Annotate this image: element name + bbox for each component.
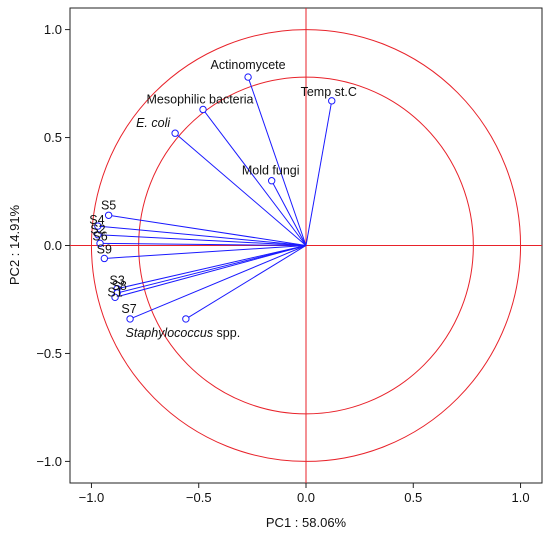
vector-line-temp-st-c: [305, 100, 333, 246]
vector-label-actinomycete: Actinomycete: [211, 58, 286, 72]
y-tick-label: 0.0: [44, 238, 62, 253]
vector-point-s6: [96, 239, 104, 248]
vector-label-s9: S9: [97, 242, 112, 256]
vector-point-actinomycete: [244, 73, 252, 81]
vector-label-s1: S1: [107, 285, 122, 299]
x-tick-label: 1.0: [512, 490, 530, 505]
y-tick-label: 0.5: [44, 130, 62, 145]
y-axis-title: PC2 : 14.91%: [7, 204, 22, 285]
vector-point-s2: [94, 231, 102, 239]
vector-line-mesophilic-bacteria: [202, 109, 307, 246]
vector-line-s3: [117, 245, 307, 290]
unit-circle: [90, 29, 522, 462]
inner-circle: [138, 76, 474, 415]
vector-label-mesophilic-bacteria: Mesophilic bacteria: [147, 92, 254, 106]
vector-line-actinomycete: [247, 76, 307, 246]
y-tick-label: −0.5: [36, 346, 62, 361]
vector-label-mold-fungi: Mold fungi: [242, 164, 300, 178]
vector-line-s2: [97, 234, 307, 246]
vector-point-s7: [126, 315, 134, 323]
vector-point-s1: [111, 293, 119, 302]
plot-layer: Actinomycete Temp st.C Mesophilic bacteria…: [70, 8, 542, 483]
vector-label-s3: S3: [110, 274, 125, 288]
y-tick-label: −1.0: [36, 454, 62, 469]
x-axis-title: PC1 : 58.06%: [266, 515, 347, 530]
vector-line-mold-fungi: [271, 180, 307, 246]
vector-label-suffix: spp.: [213, 326, 240, 340]
vector-line-s5: [108, 214, 307, 246]
vector-label-s5: S5: [101, 198, 116, 212]
vector-point-temp-st-c: [328, 97, 336, 105]
vector-point-mold-fungi: [267, 177, 276, 185]
vector-label-s7: S7: [121, 302, 136, 316]
vector-point-s4: [94, 222, 102, 230]
vector-line-s4: [97, 225, 307, 246]
y-tick-label: 1.0: [44, 22, 62, 37]
vector-label-staphylococcus: Staphylococcus spp.: [126, 326, 241, 340]
vector-line-e-coli: [174, 132, 307, 246]
vector-line-s1: [114, 245, 307, 298]
x-tick-label: 0.0: [297, 490, 315, 505]
vector-point-s5: [104, 211, 113, 219]
vector-label-italic-part: Staphylococcus: [126, 326, 214, 340]
vector-point-staphylococcus: [182, 315, 190, 323]
vector-label-temp-st-c: Temp st.C: [301, 85, 357, 99]
vector-line-s6: [100, 242, 307, 246]
vector-line-staphylococcus: [185, 245, 307, 320]
vector-line-s8: [117, 245, 307, 294]
vector-line-s7: [129, 245, 307, 320]
x-tick-label: 0.5: [404, 490, 422, 505]
vector-label-s2: S2: [90, 223, 105, 237]
vector-label-s8: S8: [112, 279, 127, 293]
axes-layer: −1.0 −0.5 0.0 0.5 1.0 1.0 0.5 0.0 −0.5 −1.0: [36, 22, 529, 505]
vector-label-s4: S4: [89, 213, 104, 227]
vector-label-s6: S6: [92, 229, 107, 243]
x-tick-label: −0.5: [186, 490, 212, 505]
vector-line-s9: [104, 245, 307, 259]
vector-point-mesophilic-bacteria: [199, 105, 207, 114]
vector-label-e-coli: E. coli: [136, 116, 171, 130]
x-tick-label: −1.0: [79, 490, 105, 505]
vector-point-e-coli: [171, 129, 179, 137]
vector-point-s9: [100, 254, 109, 263]
